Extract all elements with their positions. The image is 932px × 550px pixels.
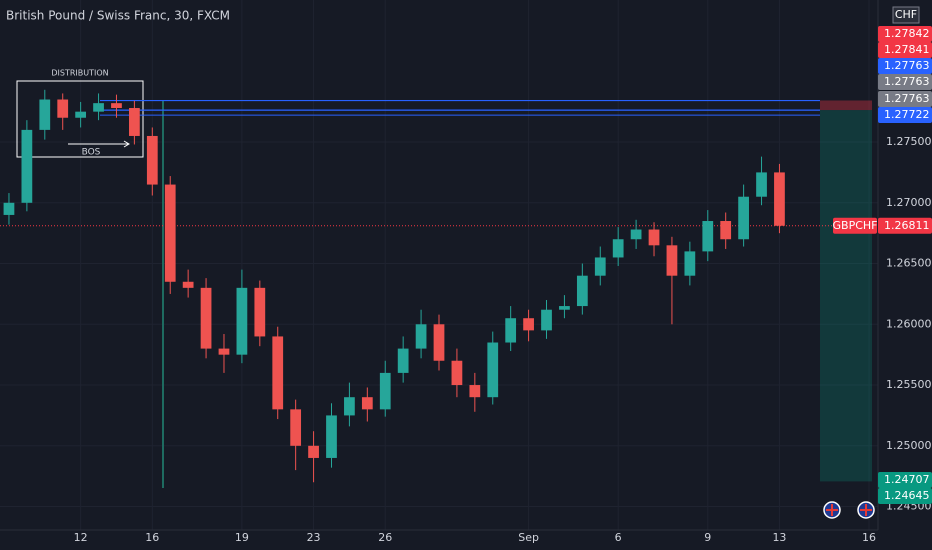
y-tick-label: 1.27500 [886, 135, 932, 148]
x-tick-label: 6 [615, 531, 622, 544]
candle-body [433, 324, 445, 361]
y-tick-label: 1.26500 [886, 257, 932, 270]
symbol-label: GBPCHF [833, 219, 878, 232]
candle-body [200, 287, 212, 349]
candle-body [290, 409, 302, 446]
annotation: DISTRIBUTION [51, 69, 108, 78]
price-tag [878, 488, 932, 504]
event-icon-cross [860, 504, 872, 516]
x-tick-label: 12 [74, 531, 88, 544]
y-tick-label: 1.25000 [886, 439, 932, 452]
overlay: DISTRIBUTION BOS [0, 69, 878, 488]
target-zone [820, 110, 872, 482]
price-tag-label: 1.27722 [884, 108, 930, 121]
candle-body [254, 287, 266, 337]
price-tag-label: 1.26811 [884, 219, 930, 232]
candle-body [272, 336, 284, 410]
candle-body [182, 281, 194, 288]
x-tick-label: Sep [518, 531, 539, 544]
price-tag [878, 58, 932, 74]
candle-body [720, 221, 732, 240]
x-tick-label: 26 [378, 531, 392, 544]
x-tick-label: 23 [307, 531, 321, 544]
price-tag-label: 1.27841 [884, 43, 930, 56]
bos-arrow [123, 140, 130, 148]
candle-body [648, 229, 660, 246]
price-tag-label: 1.24645 [884, 489, 930, 502]
x-tick-label: 13 [772, 531, 786, 544]
candle-body [541, 309, 552, 331]
candle-body [397, 348, 409, 373]
candle-body [75, 111, 87, 118]
price-tag [878, 26, 932, 42]
candle-body [3, 202, 15, 215]
chart-title: British Pound / Swiss Franc, 30, FXCM [6, 9, 230, 23]
candle-body [146, 135, 158, 185]
candle-body [505, 318, 517, 343]
candle-body [361, 397, 373, 410]
candle-body [684, 251, 696, 276]
candle-body [218, 348, 230, 355]
candle-body [344, 397, 355, 416]
candle-body [129, 108, 140, 136]
x-tick-label: 9 [704, 531, 711, 544]
candle-body [666, 245, 678, 276]
candle-body [57, 99, 69, 118]
candle-body [326, 415, 337, 458]
candle-body [594, 257, 606, 276]
y-tick-label: 1.26000 [886, 317, 932, 330]
x-tick-label: 19 [235, 531, 249, 544]
x-tick-label: 16 [862, 531, 876, 544]
candle-body [559, 306, 570, 310]
price-tag-label: 1.27842 [884, 27, 930, 40]
price-tag [878, 217, 932, 234]
candle-body [236, 287, 248, 355]
candle-body [111, 103, 122, 109]
candle-body [774, 172, 785, 226]
annotation: BOS [82, 148, 101, 158]
candle-body [630, 229, 642, 240]
price-tag [878, 107, 932, 123]
candle-body [523, 318, 534, 331]
y-tick-label: 1.25500 [886, 378, 932, 391]
price-tag [878, 472, 932, 488]
candle-body [415, 324, 427, 349]
candle-body [93, 103, 104, 112]
candle-body [469, 385, 481, 398]
candle-body [39, 99, 51, 130]
candle-body [451, 360, 463, 386]
candle-body [576, 275, 588, 307]
x-tick-label: 16 [145, 531, 159, 544]
symbol-tag [833, 217, 877, 234]
candle-body [21, 129, 33, 203]
price-tag-label: 1.27763 [884, 75, 930, 88]
price-tag [878, 91, 932, 107]
price-tag-label: 1.27763 [884, 59, 930, 72]
price-tag-label: 1.24707 [884, 473, 930, 486]
event-icon-cross [826, 504, 838, 516]
candle-body [308, 445, 319, 458]
currency-tag [892, 6, 920, 24]
y-tick-label: 1.27000 [886, 196, 932, 209]
candle-body [379, 372, 391, 410]
price-tag [878, 42, 932, 58]
candle-body [487, 342, 499, 398]
distribution-box [16, 80, 144, 158]
price-tag [878, 74, 932, 90]
candle-body [702, 221, 714, 252]
candle-body [612, 239, 624, 258]
price-tag-label: 1.27763 [884, 92, 930, 105]
candles [3, 89, 785, 483]
currency-label: CHF [895, 8, 917, 21]
stop-zone [820, 100, 872, 111]
candle-body [756, 172, 767, 197]
candle-body [738, 196, 749, 240]
candle-body [164, 184, 176, 282]
